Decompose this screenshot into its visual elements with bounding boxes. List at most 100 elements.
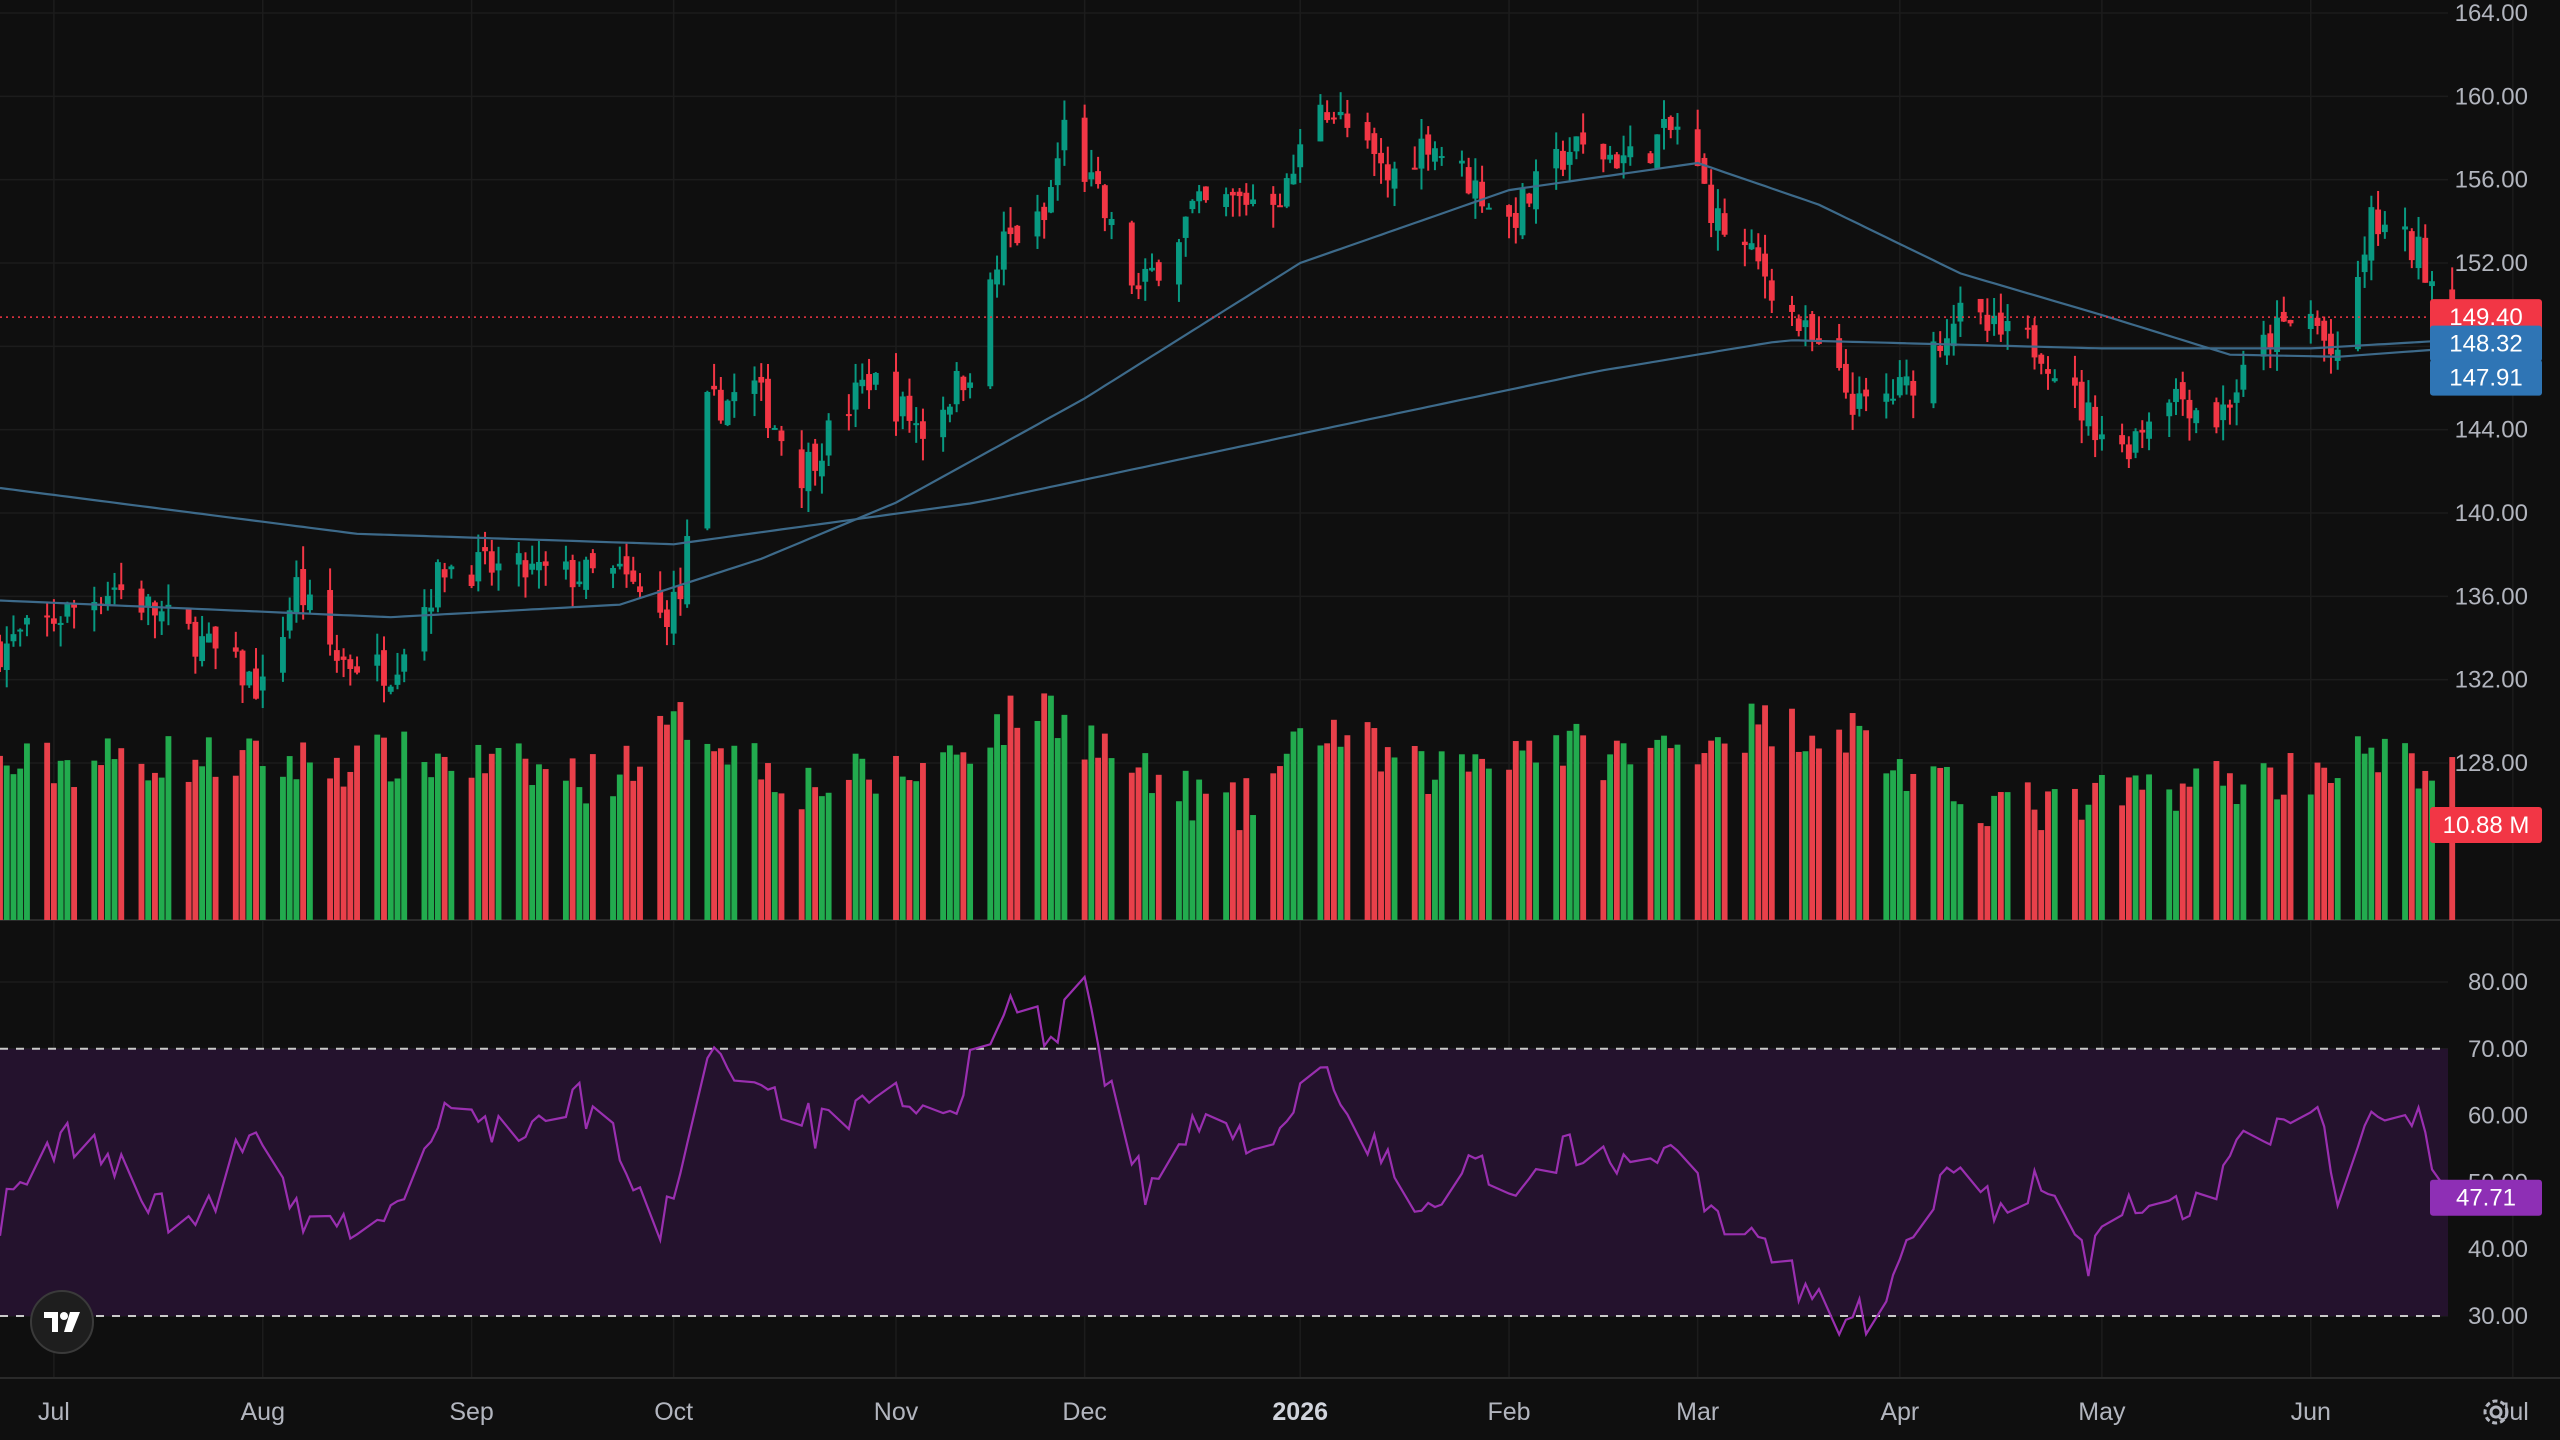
volume-bar (64, 760, 71, 920)
rsi-tick-label: 70.00 (2468, 1036, 2528, 1063)
candle-body (488, 551, 495, 573)
ma-200-badge-label: 148.32 (2449, 331, 2522, 358)
candle-body (778, 430, 785, 442)
candle-body (684, 536, 691, 605)
volume-bar (2226, 773, 2233, 920)
candle-body (2334, 349, 2341, 361)
volume-bar (1883, 773, 1890, 920)
candle-body (536, 561, 542, 571)
candle-body (758, 376, 765, 383)
candle-body (2274, 317, 2280, 352)
candle-body (1768, 280, 1775, 301)
candle-body (387, 686, 394, 692)
candle-body (2024, 327, 2031, 330)
ma-200-line (0, 339, 2453, 546)
volume-bar (852, 753, 859, 920)
candle-body (2031, 325, 2038, 358)
volume-bar (2381, 738, 2388, 920)
candle-body (1526, 193, 1533, 204)
volume-bar (2173, 810, 2179, 920)
time-tick-label: Apr (1880, 1398, 1919, 1426)
price-tick-label: 144.00 (2455, 417, 2528, 444)
candle-body (1196, 191, 1203, 202)
gear-icon[interactable] (2476, 1392, 2516, 1432)
candle-body (1842, 363, 1849, 393)
candle-body (57, 622, 64, 625)
volume-bar (2078, 819, 2085, 920)
candle-body (1560, 150, 1566, 170)
volume-bar (2139, 789, 2146, 920)
volume-bar (542, 769, 549, 920)
volume-bar (434, 753, 441, 920)
volume-bar (2415, 788, 2422, 920)
candle-body (940, 409, 947, 438)
candle-body (374, 654, 381, 666)
candle-body (825, 420, 832, 456)
volume-bar (2260, 763, 2267, 920)
price-axis[interactable]: 128.00132.00136.00140.00144.00148.00152.… (2455, 0, 2528, 777)
candle-body (1991, 315, 1998, 325)
volume-bar (1647, 747, 1654, 920)
candle-body (2328, 333, 2334, 355)
volume-bar (1627, 764, 1634, 920)
candle-body (1337, 111, 1344, 116)
volume-bar (1506, 769, 1512, 920)
tradingview-logo-icon[interactable] (30, 1290, 94, 1354)
candle-body (2193, 410, 2200, 424)
volume-bar (2267, 767, 2274, 920)
candle-body (1674, 126, 1681, 130)
volume-bar (1290, 731, 1297, 920)
candle-body (441, 569, 448, 578)
candle-body (2098, 434, 2105, 440)
volume-bar (246, 738, 253, 920)
rsi-badge (2430, 1179, 2542, 1216)
candle-body (71, 604, 78, 608)
volume-bar (1270, 773, 1277, 920)
candle-body (1176, 242, 1182, 285)
volume-bar (2213, 761, 2220, 920)
volume-bar (1465, 771, 1472, 920)
volume-bar (2307, 794, 2314, 920)
time-tick-label: Dec (1062, 1398, 1106, 1426)
candle-body (2186, 399, 2193, 419)
candle-body (468, 574, 475, 586)
volume-bar (239, 750, 246, 920)
candle-body (1000, 231, 1007, 270)
candle-body (1149, 267, 1155, 271)
candle-body (2179, 382, 2186, 400)
volume-bar (1344, 735, 1351, 920)
candle-body (1007, 227, 1014, 235)
volume-bar (1849, 713, 1856, 920)
candle-body (1384, 164, 1391, 181)
volume-bar (1149, 793, 1155, 920)
candle-body (1088, 172, 1095, 180)
candle-body (2125, 444, 2132, 460)
volume-bar (50, 783, 57, 920)
volume-bar (1485, 768, 1492, 920)
volume-bar (2328, 782, 2334, 920)
candle-body (1034, 211, 1041, 237)
candlesticks (0, 92, 2456, 709)
candle-body (1748, 243, 1755, 250)
volume-bar (57, 760, 64, 920)
time-axis[interactable]: Jul Aug Sep Oct Nov Dec 2026 Feb Mar Apr May Jun Jul (38, 1398, 2529, 1426)
volume-bar (482, 773, 488, 920)
time-tick-label: May (2078, 1398, 2126, 1426)
price-tick-label: 164.00 (2455, 0, 2528, 27)
volume-bar (1863, 730, 1870, 920)
volume-bar (987, 747, 994, 920)
candle-body (1647, 153, 1654, 164)
candle-body (1108, 218, 1115, 226)
volume-bar (751, 743, 758, 920)
volume-bar (630, 780, 637, 920)
candle-body (64, 603, 71, 617)
candle-body (1896, 377, 1903, 396)
volume-bar (771, 792, 778, 920)
candle-body (1472, 180, 1479, 199)
volume-bar (1654, 739, 1661, 920)
volume-bar (1620, 743, 1627, 920)
volume-bar (758, 779, 765, 920)
volume-bar (893, 755, 899, 920)
